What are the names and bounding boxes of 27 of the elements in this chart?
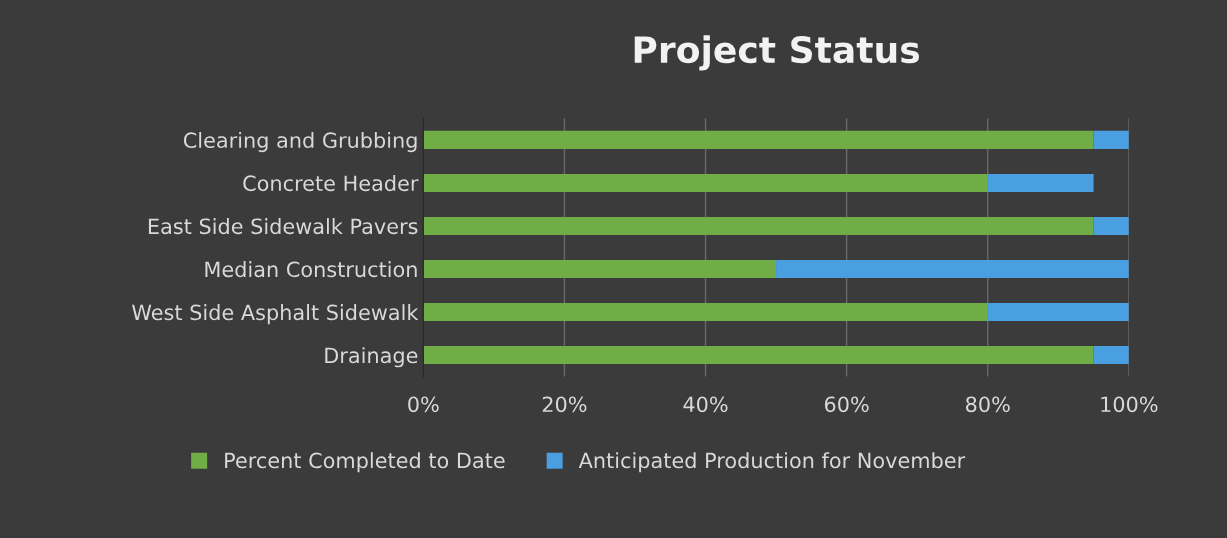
bar [1093, 130, 1129, 149]
bar [423, 216, 1094, 235]
y-tick-label: West Side Asphalt Sidewalk [132, 304, 419, 325]
x-tick-label: 80% [966, 396, 1010, 413]
bar [423, 346, 1094, 365]
x-tick-label: 60% [824, 396, 869, 413]
bar [987, 173, 1094, 192]
bar [423, 259, 777, 279]
x-tick-label: 100% [1101, 396, 1158, 413]
bar [1093, 216, 1129, 235]
x-tick-label: 20% [542, 396, 587, 413]
bar [423, 130, 1094, 149]
x-tick-label: 40% [683, 396, 728, 413]
legend-label: Anticipated Production for November [578, 452, 966, 473]
bar [776, 259, 1129, 279]
chart-title: Project Status [634, 35, 920, 71]
y-tick-label: East Side Sidewalk Pavers [148, 218, 418, 235]
legend-label: Percent Completed to Date [225, 452, 505, 473]
y-tick-label: Clearing and Grubbing [183, 131, 417, 153]
bar [423, 173, 988, 192]
bar [423, 303, 988, 322]
y-tick-label: Concrete Header [243, 175, 419, 192]
y-tick-label: Drainage [325, 347, 418, 368]
y-tick-label: Median Construction [205, 261, 417, 278]
bar [987, 303, 1129, 322]
bar [1093, 346, 1129, 365]
x-tick-label: 0% [408, 396, 439, 413]
